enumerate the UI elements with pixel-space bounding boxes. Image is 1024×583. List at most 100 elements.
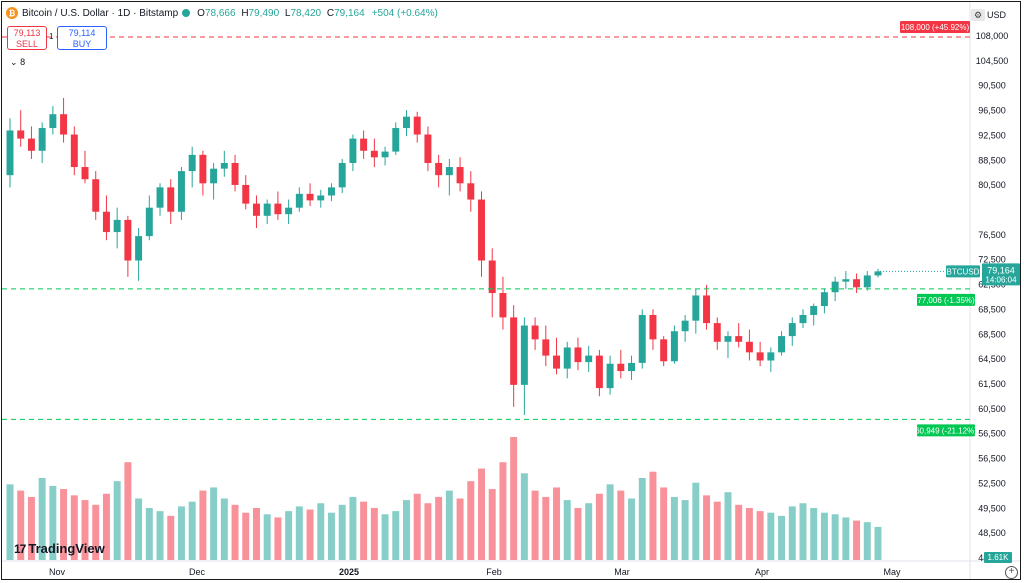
currency-label[interactable]: USD [987,10,1007,20]
market-status-icon [182,9,191,17]
price-tick-label: 60,500 [978,404,1006,414]
add-icon[interactable]: + [1005,566,1018,579]
time-tick-label: Mar [614,567,630,577]
candle-body [810,306,818,315]
volume-bar [713,501,721,560]
candle-body [392,128,400,152]
volume-bar [595,493,603,560]
candle-body [767,352,775,361]
volume-bar [349,496,357,560]
logo-text: TradingView [28,541,105,556]
candle-body [724,336,732,342]
volume-bar [156,511,164,560]
volume-bar [531,490,539,560]
level-tag [917,424,975,437]
candle-body [349,138,357,163]
low-label: L [284,7,291,19]
volume-bar [520,473,528,560]
candle-body [735,336,743,342]
price-tick-label: 104,500 [976,56,1009,66]
volume-bar [628,498,636,560]
candle-body [167,187,175,212]
candle-body [124,219,132,261]
volume-bar [467,481,475,560]
candle-body [210,168,218,184]
candle-body [595,355,603,389]
gear-icon[interactable]: ⚙ [971,9,985,21]
candle-body [317,195,325,201]
candle-body [574,347,582,363]
volume-bar [563,500,571,560]
volume-bar [327,512,335,560]
volume-bar [703,495,711,560]
volume-bar [681,500,689,560]
candle-body [263,203,271,216]
candle-body [756,352,764,361]
volume-bar [863,522,871,560]
candle-body [563,347,571,369]
time-tick-label: 2025 [339,567,359,577]
candle-body [231,162,239,185]
candle-body [499,293,507,318]
level-label: 60,949 (-21.12%) [915,426,977,435]
volume-bar [756,511,764,560]
candle-body [874,271,882,276]
volume-bar [799,503,807,560]
candle-body [113,219,121,233]
candle-body [274,203,282,215]
candle-body [92,179,100,212]
candle-body [788,323,796,337]
candle-body [60,114,68,135]
candle-body [135,236,143,261]
volume-bar [124,462,132,560]
volume-bar [102,493,110,560]
volume-bar [38,478,46,560]
price-tick-label: 56,500 [978,454,1006,464]
indicators-toggle[interactable]: ⌄ 8 [10,57,25,68]
volume-bar [177,506,185,560]
candle-body [553,355,561,369]
buy-label: BUY [72,39,92,49]
volume-bar [135,498,143,560]
volume-bar [263,514,271,560]
buy-button[interactable]: 79,114 BUY [57,26,107,50]
volume-bar [306,509,314,560]
sell-button[interactable]: 79,113 SELL [7,26,47,50]
time-tick-label: Dec [189,567,206,577]
candle-body [799,314,807,324]
volume-bar [424,503,432,560]
candle-body [660,339,668,362]
chevron-down-icon: ⌄ [10,57,18,67]
volume-bar [553,487,561,560]
volume-bar [488,489,496,560]
countdown-label: 14:06:04 [985,275,1017,284]
volume-bar [853,520,861,560]
candle-body [242,184,250,204]
volume-bar [220,498,228,560]
price-tick-label: 68,500 [978,304,1006,314]
price-tick-label: 68,500 [978,329,1006,339]
candle-body [177,171,185,212]
symbol-tag-label: BTCUSD [947,267,980,276]
candle-body [17,130,25,139]
candle-body [778,336,786,353]
candle-body [713,323,721,342]
candle-body [628,362,636,372]
volume-bar [403,500,410,560]
symbol-title[interactable]: Bitcoin / U.S. Dollar · 1D · Bitstamp [22,7,179,19]
volume-bar [360,501,368,560]
volume-bar [478,468,485,560]
candle-body [6,130,14,176]
candle-body [842,279,850,282]
time-tick-label: Apr [755,567,769,577]
volume-bar [113,481,121,560]
volume-bar [735,504,743,560]
volume-bar [167,515,175,560]
candle-body [306,193,314,201]
price-tick-label: 76,500 [978,230,1006,240]
candle-body [295,193,303,208]
price-tick-label: 48,500 [978,528,1006,538]
candle-body [381,151,389,158]
